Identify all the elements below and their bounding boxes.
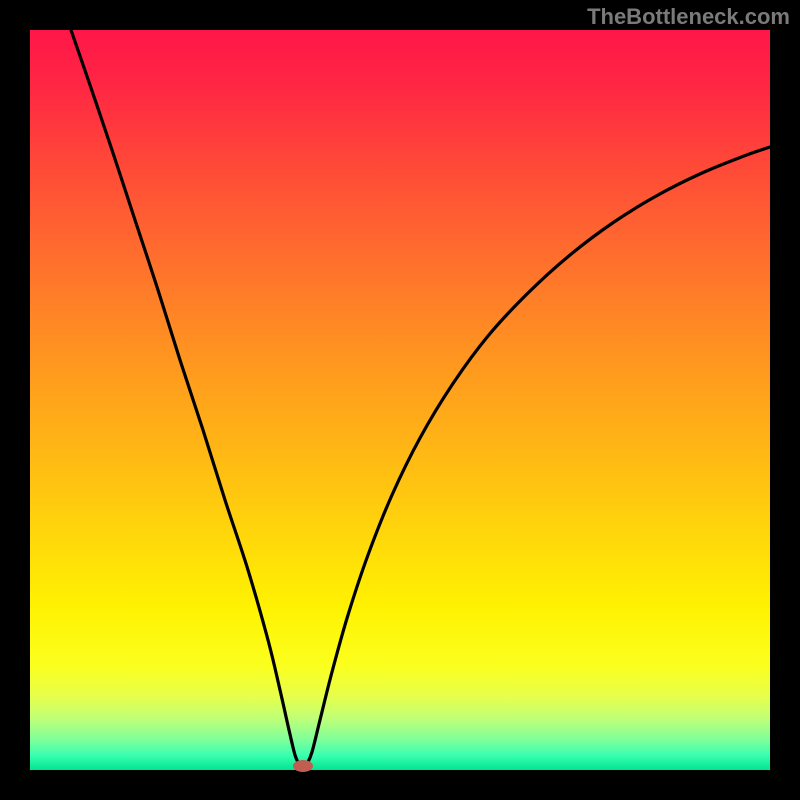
watermark-text: TheBottleneck.com bbox=[587, 4, 790, 30]
minimum-marker bbox=[293, 760, 313, 772]
chart-svg bbox=[0, 0, 800, 800]
plot-gradient-background bbox=[30, 30, 770, 770]
bottleneck-chart: TheBottleneck.com bbox=[0, 0, 800, 800]
